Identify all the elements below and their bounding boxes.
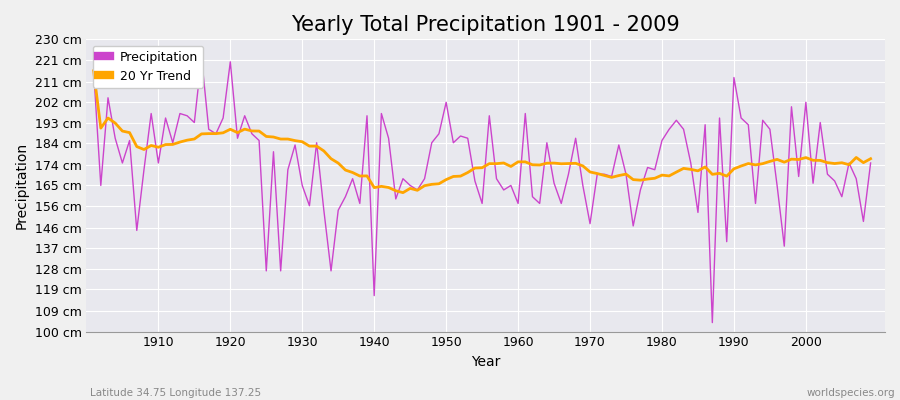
20 Yr Trend	[513, 160, 524, 164]
20 Yr Trend	[607, 175, 617, 180]
20 Yr Trend	[398, 190, 409, 195]
Line: Precipitation: Precipitation	[94, 57, 870, 322]
Precipitation	[146, 111, 157, 116]
Precipitation	[88, 68, 99, 73]
20 Yr Trend	[520, 160, 531, 164]
X-axis label: Year: Year	[471, 355, 500, 369]
20 Yr Trend	[88, 68, 99, 73]
20 Yr Trend	[304, 144, 315, 148]
Precipitation	[513, 201, 524, 206]
Title: Yearly Total Precipitation 1901 - 2009: Yearly Total Precipitation 1901 - 2009	[292, 15, 680, 35]
Precipitation	[311, 140, 322, 145]
Y-axis label: Precipitation: Precipitation	[15, 142, 29, 229]
Line: 20 Yr Trend: 20 Yr Trend	[94, 71, 870, 193]
Legend: Precipitation, 20 Yr Trend: Precipitation, 20 Yr Trend	[93, 46, 203, 88]
20 Yr Trend	[146, 143, 157, 148]
Precipitation	[196, 55, 207, 60]
Text: Latitude 34.75 Longitude 137.25: Latitude 34.75 Longitude 137.25	[90, 388, 261, 398]
Precipitation	[520, 111, 531, 116]
Precipitation	[706, 320, 717, 325]
20 Yr Trend	[347, 170, 358, 175]
Precipitation	[355, 201, 365, 206]
Precipitation	[865, 160, 876, 165]
Text: worldspecies.org: worldspecies.org	[807, 388, 896, 398]
20 Yr Trend	[865, 156, 876, 161]
Precipitation	[607, 174, 617, 179]
